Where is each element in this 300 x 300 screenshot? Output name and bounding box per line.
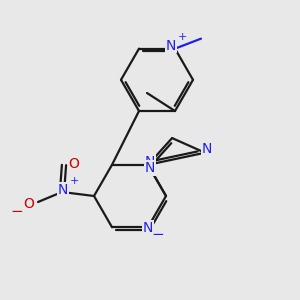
Text: N: N bbox=[143, 221, 153, 235]
Text: N: N bbox=[145, 155, 155, 169]
Text: O: O bbox=[69, 157, 80, 171]
Text: O: O bbox=[24, 197, 34, 211]
Text: N: N bbox=[166, 39, 176, 52]
Text: N: N bbox=[145, 161, 155, 175]
Text: +: + bbox=[69, 176, 79, 186]
Text: +: + bbox=[177, 32, 187, 42]
Text: −: − bbox=[11, 203, 23, 218]
Text: −: − bbox=[152, 227, 164, 242]
Text: N: N bbox=[58, 183, 68, 197]
Text: N: N bbox=[202, 142, 212, 156]
